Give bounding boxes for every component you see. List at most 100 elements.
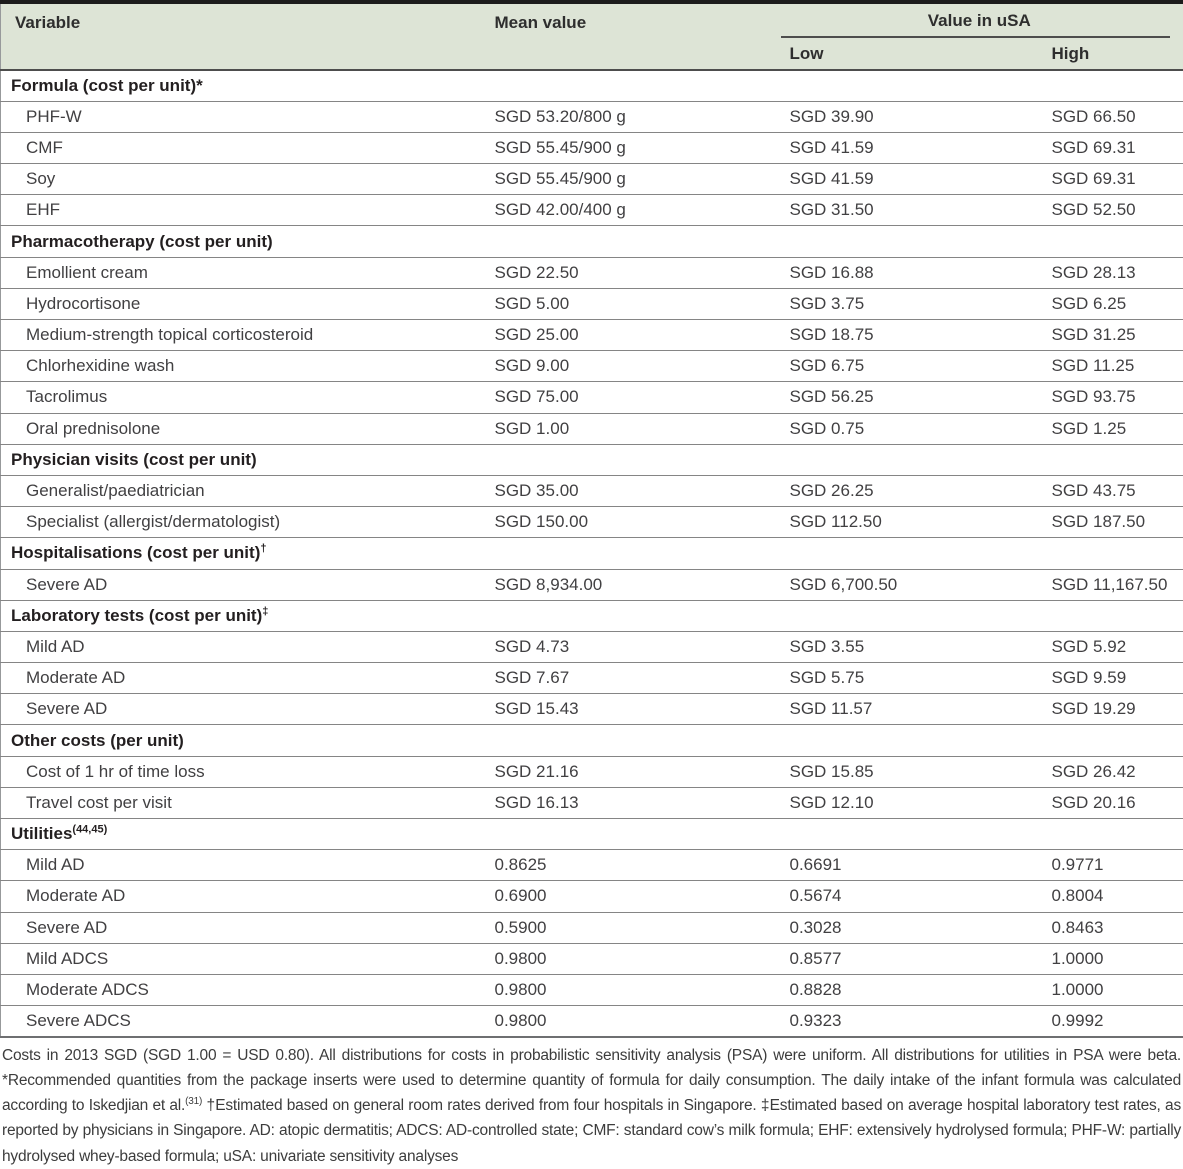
high-cell: SGD 9.59	[1041, 663, 1183, 694]
low-cell: SGD 15.85	[776, 756, 1041, 787]
variable-cell: Medium-strength topical corticosteroid	[1, 320, 481, 351]
mean-value-cell: 0.8625	[481, 850, 776, 881]
section-title-cell: Pharmacotherapy (cost per unit)	[1, 226, 1183, 257]
high-cell: SGD 31.25	[1041, 320, 1183, 351]
mean-value-cell: SGD 75.00	[481, 382, 776, 413]
high-cell: SGD 93.75	[1041, 382, 1183, 413]
high-cell: 0.8004	[1041, 881, 1183, 912]
table-row: Mild AD SGD 4.73 SGD 3.55 SGD 5.92	[1, 631, 1183, 662]
section-row-pharmacotherapy: Pharmacotherapy (cost per unit)	[1, 226, 1183, 257]
high-cell: SGD 11,167.50	[1041, 569, 1183, 600]
low-cell: SGD 39.90	[776, 101, 1041, 132]
table-row: Severe AD SGD 8,934.00 SGD 6,700.50 SGD …	[1, 569, 1183, 600]
low-cell: SGD 26.25	[776, 475, 1041, 506]
low-cell: 0.8577	[776, 943, 1041, 974]
variable-cell: Tacrolimus	[1, 382, 481, 413]
mean-value-cell: SGD 9.00	[481, 351, 776, 382]
section-row-formula: Formula (cost per unit)*	[1, 70, 1183, 101]
high-cell: 0.9992	[1041, 1006, 1183, 1037]
variable-cell: Cost of 1 hr of time loss	[1, 756, 481, 787]
high-cell: SGD 1.25	[1041, 413, 1183, 444]
table-row: CMF SGD 55.45/900 g SGD 41.59 SGD 69.31	[1, 132, 1183, 163]
header-row-top: Variable Mean value Value in uSA	[1, 2, 1183, 38]
section-title: Formula (cost per unit)*	[11, 76, 203, 95]
table-row: Moderate AD 0.6900 0.5674 0.8004	[1, 881, 1183, 912]
table-row: Hydrocortisone SGD 5.00 SGD 3.75 SGD 6.2…	[1, 288, 1183, 319]
mean-value-cell: SGD 55.45/900 g	[481, 132, 776, 163]
low-cell: SGD 31.50	[776, 195, 1041, 226]
low-cell: SGD 6,700.50	[776, 569, 1041, 600]
table-row: Mild AD 0.8625 0.6691 0.9771	[1, 850, 1183, 881]
low-cell: 0.8828	[776, 974, 1041, 1005]
low-cell: 0.6691	[776, 850, 1041, 881]
table-row: Oral prednisolone SGD 1.00 SGD 0.75 SGD …	[1, 413, 1183, 444]
section-title: Pharmacotherapy (cost per unit)	[11, 232, 273, 251]
usa-underline-rule	[781, 36, 1171, 38]
low-cell: SGD 11.57	[776, 694, 1041, 725]
section-title: Utilities	[11, 824, 72, 843]
low-cell: SGD 112.50	[776, 507, 1041, 538]
table-row: Cost of 1 hr of time loss SGD 21.16 SGD …	[1, 756, 1183, 787]
variable-cell: Moderate AD	[1, 881, 481, 912]
variable-cell: CMF	[1, 132, 481, 163]
column-header-value-in-usa: Value in uSA	[776, 2, 1183, 38]
section-superscript: †	[260, 543, 266, 555]
mean-value-cell: SGD 16.13	[481, 787, 776, 818]
high-cell: SGD 69.31	[1041, 132, 1183, 163]
section-title: Hospitalisations (cost per unit)	[11, 543, 260, 562]
section-title-cell: Other costs (per unit)	[1, 725, 1183, 756]
table-row: Medium-strength topical corticosteroid S…	[1, 320, 1183, 351]
high-cell: SGD 187.50	[1041, 507, 1183, 538]
variable-cell: Severe AD	[1, 694, 481, 725]
low-cell: SGD 0.75	[776, 413, 1041, 444]
mean-value-cell: SGD 25.00	[481, 320, 776, 351]
variable-cell: Mild AD	[1, 631, 481, 662]
column-header-mean-value: Mean value	[481, 2, 776, 70]
mean-value-cell: 0.9800	[481, 943, 776, 974]
column-header-low: Low	[776, 38, 1041, 70]
mean-value-cell: 0.5900	[481, 912, 776, 943]
table-row: Emollient cream SGD 22.50 SGD 16.88 SGD …	[1, 257, 1183, 288]
section-title-cell: Utilities(44,45)	[1, 819, 1183, 850]
low-cell: SGD 12.10	[776, 787, 1041, 818]
high-cell: SGD 52.50	[1041, 195, 1183, 226]
high-cell: 1.0000	[1041, 974, 1183, 1005]
variable-cell: Soy	[1, 164, 481, 195]
mean-value-cell: SGD 15.43	[481, 694, 776, 725]
low-cell: SGD 3.55	[776, 631, 1041, 662]
table-body: Formula (cost per unit)* PHF-W SGD 53.20…	[1, 70, 1183, 1037]
low-cell: SGD 6.75	[776, 351, 1041, 382]
table-row: Travel cost per visit SGD 16.13 SGD 12.1…	[1, 787, 1183, 818]
high-cell: SGD 20.16	[1041, 787, 1183, 818]
variable-cell: Chlorhexidine wash	[1, 351, 481, 382]
section-title-cell: Formula (cost per unit)*	[1, 70, 1183, 101]
section-row-physician-visits: Physician visits (cost per unit)	[1, 444, 1183, 475]
table-row: Soy SGD 55.45/900 g SGD 41.59 SGD 69.31	[1, 164, 1183, 195]
low-cell: SGD 16.88	[776, 257, 1041, 288]
mean-value-cell: 0.6900	[481, 881, 776, 912]
mean-value-cell: SGD 22.50	[481, 257, 776, 288]
section-row-other-costs: Other costs (per unit)	[1, 725, 1183, 756]
section-title: Physician visits (cost per unit)	[11, 450, 257, 469]
mean-value-cell: SGD 150.00	[481, 507, 776, 538]
low-cell: SGD 56.25	[776, 382, 1041, 413]
variable-cell: Severe AD	[1, 569, 481, 600]
table-row: Moderate ADCS 0.9800 0.8828 1.0000	[1, 974, 1183, 1005]
section-title-cell: Laboratory tests (cost per unit)‡	[1, 600, 1183, 631]
footnote-citation-superscript: (31)	[185, 1096, 202, 1107]
variable-cell: Oral prednisolone	[1, 413, 481, 444]
high-cell: 1.0000	[1041, 943, 1183, 974]
table-row: Chlorhexidine wash SGD 9.00 SGD 6.75 SGD…	[1, 351, 1183, 382]
table-row: Tacrolimus SGD 75.00 SGD 56.25 SGD 93.75	[1, 382, 1183, 413]
variable-cell: Moderate AD	[1, 663, 481, 694]
mean-value-cell: SGD 35.00	[481, 475, 776, 506]
section-title: Other costs (per unit)	[11, 731, 184, 750]
low-cell: 0.9323	[776, 1006, 1041, 1037]
high-cell: SGD 66.50	[1041, 101, 1183, 132]
mean-value-cell: SGD 1.00	[481, 413, 776, 444]
table-row: Severe AD SGD 15.43 SGD 11.57 SGD 19.29	[1, 694, 1183, 725]
table-row: Severe ADCS 0.9800 0.9323 0.9992	[1, 1006, 1183, 1037]
variable-cell: Emollient cream	[1, 257, 481, 288]
table-row: PHF-W SGD 53.20/800 g SGD 39.90 SGD 66.5…	[1, 101, 1183, 132]
variable-cell: Moderate ADCS	[1, 974, 481, 1005]
